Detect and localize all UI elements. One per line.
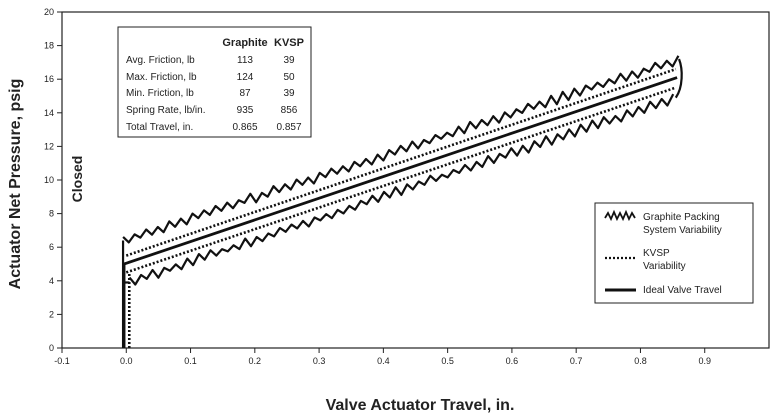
kvsp-upper-line	[125, 67, 677, 257]
y-tick-label: 0	[49, 343, 54, 353]
table-header-graphite: Graphite	[222, 37, 267, 49]
legend-label-kvsp: Variability	[643, 261, 686, 272]
y-tick-label: 20	[44, 7, 54, 17]
legend-label-graphite: Graphite Packing	[643, 212, 720, 223]
x-tick-label: -0.1	[54, 356, 70, 366]
closed-annotation: Closed	[69, 156, 85, 203]
stats-table-frame	[117, 26, 312, 138]
y-tick-label: 18	[44, 41, 54, 51]
x-tick-label: 0.7	[570, 356, 583, 366]
legend: Graphite Packing System Variability KVSP…	[594, 202, 754, 304]
y-tick-label: 14	[44, 108, 54, 118]
table-row-label: Total Travel, in.	[126, 122, 193, 133]
graphite-lower-line	[128, 93, 675, 286]
y-tick-label: 8	[49, 209, 54, 219]
table-cell: 124	[237, 72, 254, 83]
legend-label-ideal: Ideal Valve Travel	[643, 285, 722, 296]
x-tick-label: 0.9	[698, 356, 711, 366]
y-tick-label: 16	[44, 74, 54, 84]
table-row-label: Max. Friction, lb	[126, 72, 197, 83]
x-tick-label: 0.8	[634, 356, 647, 366]
legend-frame	[594, 202, 754, 304]
x-tick-label: 0.1	[184, 356, 197, 366]
table-cell: 113	[237, 55, 253, 66]
x-tick-label: 0.2	[249, 356, 262, 366]
table-cell: 856	[281, 105, 298, 116]
table-cell: 39	[283, 55, 295, 66]
legend-swatch-jagged	[604, 209, 636, 222]
table-row-label: Spring Rate, lb/in.	[126, 105, 206, 116]
x-tick-label: 0.3	[313, 356, 326, 366]
table-cell: 935	[237, 105, 254, 116]
y-tick-label: 12	[44, 141, 54, 151]
x-tick-label: 0.5	[441, 356, 454, 366]
table-cell: 50	[283, 72, 295, 83]
stats-table: Graphite KVSP Avg. Friction, lb 113 39 M…	[117, 26, 312, 138]
x-axis-ticks: -0.1 0.0 0.1 0.2 0.3 0.4 0.5 0.6 0.7 0.8 0.9	[54, 348, 711, 366]
table-cell: 0.865	[232, 122, 257, 133]
x-tick-label: 0.0	[120, 356, 133, 366]
legend-label-graphite: System Variability	[643, 225, 722, 236]
table-cell: 39	[283, 88, 295, 99]
x-tick-label: 0.4	[377, 356, 390, 366]
graphite-upper-line	[122, 55, 680, 244]
y-axis-ticks: 0 2 4 6 8 10 12 14 16 18 20	[44, 7, 62, 353]
legend-label-kvsp: KVSP	[643, 248, 670, 259]
y-tick-label: 6	[49, 242, 54, 252]
y-tick-label: 4	[49, 276, 54, 286]
table-cell: 87	[239, 88, 251, 99]
ideal-travel-line	[123, 76, 678, 266]
table-row-label: Avg. Friction, lb	[126, 55, 195, 66]
y-tick-label: 2	[49, 309, 54, 319]
table-header-kvsp: KVSP	[274, 37, 304, 49]
y-axis-title: Actuator Net Pressure, psig	[7, 79, 24, 290]
series-layer	[121, 55, 683, 348]
table-cell: 0.857	[276, 122, 301, 133]
table-row-label: Min. Friction, lb	[126, 88, 194, 99]
kvsp-lower-line	[125, 86, 677, 274]
graphite-turnaround	[674, 58, 683, 99]
y-tick-label: 10	[44, 175, 54, 185]
x-axis-title: Valve Actuator Travel, in.	[326, 397, 515, 414]
x-tick-label: 0.6	[506, 356, 519, 366]
